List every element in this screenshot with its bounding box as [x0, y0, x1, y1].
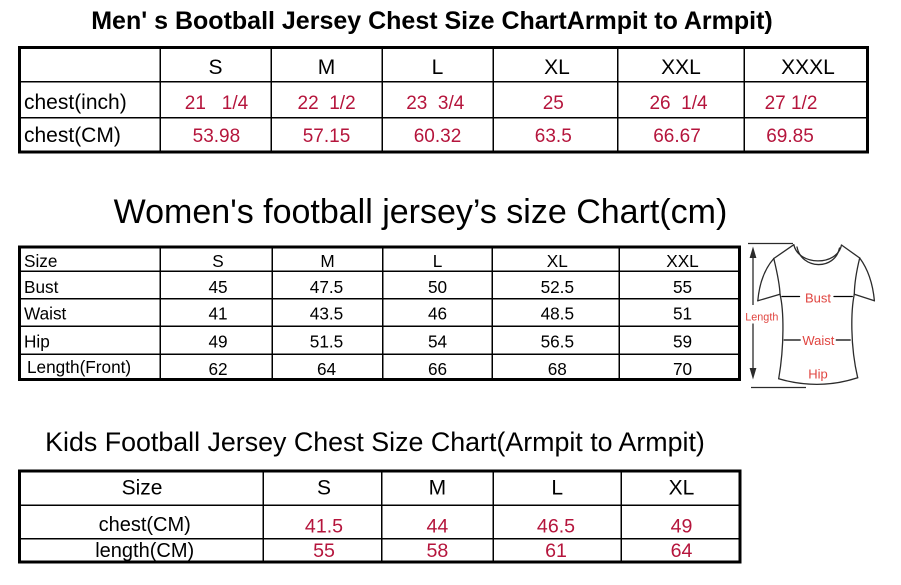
svg-text:Hip: Hip [24, 332, 50, 352]
svg-text:L: L [432, 56, 444, 79]
svg-text:43.5: 43.5 [310, 304, 343, 324]
svg-text:56.5: 56.5 [541, 332, 574, 352]
svg-text:XXXL: XXXL [781, 56, 835, 79]
svg-text:50: 50 [428, 277, 447, 297]
svg-text:Length: Length [745, 312, 778, 324]
svg-text:Hip: Hip [808, 367, 828, 382]
svg-text:69.85: 69.85 [766, 126, 814, 147]
svg-text:55: 55 [673, 277, 692, 297]
svg-text:XXL: XXL [666, 251, 699, 271]
svg-text:47.5: 47.5 [310, 277, 343, 297]
svg-text:XL: XL [669, 477, 695, 500]
svg-text:L: L [433, 251, 443, 271]
svg-text:Waist: Waist [24, 304, 67, 324]
svg-text:53.98: 53.98 [193, 126, 241, 147]
svg-text:27 1/2: 27 1/2 [765, 93, 818, 114]
svg-text:XXL: XXL [661, 56, 701, 79]
svg-text:45: 45 [208, 277, 227, 297]
svg-text:62: 62 [208, 359, 227, 379]
svg-text:64: 64 [317, 359, 337, 379]
svg-text:length(CM): length(CM) [95, 540, 194, 562]
svg-text:46.5: 46.5 [537, 516, 575, 538]
svg-text:59: 59 [673, 332, 692, 352]
svg-text:Bust: Bust [805, 291, 831, 306]
svg-text:Size: Size [122, 477, 163, 500]
svg-text:55: 55 [313, 540, 335, 562]
svg-text:51: 51 [673, 304, 692, 324]
svg-text:chest(CM): chest(CM) [99, 514, 191, 536]
svg-text:49: 49 [671, 516, 693, 538]
svg-text:21 1/4: 21 1/4 [185, 93, 249, 114]
svg-text:54: 54 [428, 332, 448, 352]
svg-text:46: 46 [428, 304, 447, 324]
svg-text:Size: Size [24, 251, 57, 271]
svg-text:41.5: 41.5 [305, 516, 343, 538]
svg-text:23 3/4: 23 3/4 [406, 93, 465, 114]
svg-text:M: M [318, 56, 336, 79]
svg-text:41: 41 [208, 304, 227, 324]
svg-text:M: M [429, 477, 447, 500]
svg-text:22 1/2: 22 1/2 [298, 93, 356, 114]
svg-text:Men' s Bootball Jersey Chest S: Men' s Bootball Jersey Chest Size ChartA… [91, 7, 773, 35]
svg-text:Length(Front): Length(Front) [27, 357, 131, 377]
svg-text:Bust: Bust [24, 277, 59, 297]
svg-text:S: S [317, 477, 331, 500]
svg-text:68: 68 [548, 359, 567, 379]
svg-text:M: M [320, 251, 334, 271]
svg-text:Women's football jersey’s size: Women's football jersey’s size Chart(cm) [114, 193, 728, 231]
svg-text:L: L [551, 477, 563, 500]
svg-text:57.15: 57.15 [303, 126, 351, 147]
svg-text:26 1/4: 26 1/4 [649, 93, 708, 114]
svg-text:chest(CM): chest(CM) [24, 124, 121, 147]
svg-text:58: 58 [427, 540, 449, 562]
svg-text:52.5: 52.5 [541, 277, 574, 297]
svg-text:66.67: 66.67 [653, 126, 701, 147]
svg-text:61: 61 [545, 540, 567, 562]
svg-text:48.5: 48.5 [541, 304, 574, 324]
svg-text:XL: XL [547, 251, 568, 271]
svg-text:25: 25 [543, 93, 564, 114]
svg-text:51.5: 51.5 [310, 332, 343, 352]
svg-text:44: 44 [427, 516, 449, 538]
svg-text:chest(inch): chest(inch) [24, 91, 127, 114]
svg-text:S: S [208, 56, 222, 79]
svg-text:Waist: Waist [802, 333, 834, 348]
svg-text:60.32: 60.32 [414, 126, 462, 147]
svg-text:63.5: 63.5 [535, 126, 572, 147]
svg-text:70: 70 [673, 359, 692, 379]
svg-text:49: 49 [208, 332, 227, 352]
svg-text:Kids Football Jersey Chest Siz: Kids Football Jersey Chest Size Chart(Ar… [45, 427, 705, 457]
svg-text:S: S [212, 251, 223, 271]
svg-text:XL: XL [544, 56, 570, 79]
svg-text:66: 66 [428, 359, 447, 379]
svg-text:64: 64 [671, 540, 693, 562]
